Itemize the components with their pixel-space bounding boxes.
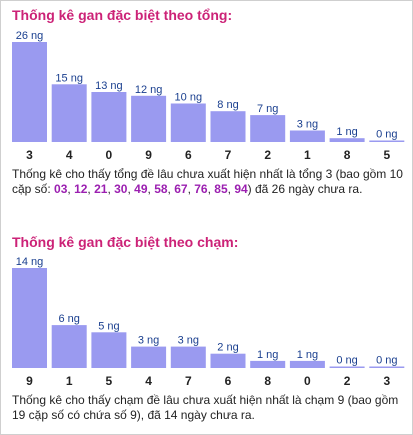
- highlight-number: 03: [54, 182, 68, 196]
- bar-value-label: 26 ng: [16, 30, 44, 42]
- bar-value-label: 5 ng: [98, 320, 119, 332]
- chart-title-tong: Thống kê gan đặc biệt theo tổng:: [12, 7, 233, 23]
- bar: [170, 103, 206, 142]
- bar-value-label: 8 ng: [217, 99, 238, 111]
- bar: [12, 268, 47, 368]
- bar-chart-cham: 14 ng 9 6 ng 1 5 ng 5 3 ng 4 3 ng 7 2 ng 6 1 ng 8 1 ng…: [12, 256, 405, 387]
- bar-value-label: 12 ng: [135, 84, 163, 96]
- bar: [91, 332, 127, 368]
- x-tick-label: 9: [26, 374, 33, 387]
- bar-value-label: 3 ng: [178, 335, 199, 347]
- bar-value-label: 0 ng: [336, 355, 357, 367]
- bar: [289, 360, 325, 368]
- description-text: Thống kê cho thấy chạm đề lâu chưa xuất …: [12, 393, 399, 422]
- highlight-number: 94: [234, 182, 248, 196]
- x-tick-label: 1: [66, 374, 73, 387]
- x-tick-label: 0: [106, 148, 113, 161]
- bar: [369, 140, 405, 142]
- description-cham: Thống kê cho thấy chạm đề lâu chưa xuất …: [12, 393, 404, 423]
- bar-value-label: 14 ng: [16, 256, 44, 268]
- bar: [91, 92, 127, 142]
- bar: [51, 84, 87, 142]
- bar: [170, 346, 206, 368]
- bar-value-label: 1 ng: [257, 349, 278, 361]
- x-tick-label: 6: [225, 374, 232, 387]
- x-tick-label: 5: [106, 374, 113, 387]
- highlight-number: 12: [74, 182, 88, 196]
- x-tick-label: 1: [304, 148, 311, 161]
- bar-value-label: 10 ng: [175, 92, 203, 104]
- bar-value-label: 6 ng: [58, 313, 79, 325]
- bar-value-label: 13 ng: [95, 80, 123, 92]
- chart-title-cham: Thống kê gan đặc biệt theo chạm:: [12, 234, 239, 250]
- description-suffix: ) đã 26 ngày chưa ra.: [247, 182, 363, 196]
- x-tick-label: 8: [264, 374, 271, 387]
- bar-value-label: 3 ng: [297, 119, 318, 131]
- bar-value-label: 1 ng: [297, 349, 318, 361]
- x-tick-label: 8: [344, 148, 351, 161]
- bar: [131, 95, 167, 142]
- bar: [250, 115, 286, 142]
- bar-value-label: 1 ng: [336, 126, 357, 138]
- x-tick-label: 6: [185, 148, 192, 161]
- bar: [289, 130, 325, 142]
- x-tick-label: 4: [145, 374, 152, 387]
- x-tick-label: 0: [304, 374, 311, 387]
- highlight-number: 49: [134, 182, 148, 196]
- bar-value-label: 0 ng: [376, 355, 397, 367]
- bar-value-label: 7 ng: [257, 103, 278, 115]
- bar: [12, 42, 47, 142]
- x-tick-label: 3: [383, 374, 390, 387]
- bar: [131, 346, 167, 368]
- highlight-number: 67: [174, 182, 188, 196]
- x-tick-label: 9: [145, 148, 152, 161]
- highlight-number: 76: [194, 182, 208, 196]
- x-tick-label: 7: [185, 374, 192, 387]
- bar: [369, 366, 405, 368]
- bar: [329, 366, 365, 368]
- bar: [329, 138, 365, 142]
- highlight-number: 85: [214, 182, 228, 196]
- highlight-number: 21: [94, 182, 108, 196]
- x-tick-label: 2: [264, 148, 271, 161]
- highlight-number: 30: [114, 182, 128, 196]
- highlight-number: 58: [154, 182, 168, 196]
- bar-value-label: 3 ng: [138, 335, 159, 347]
- bar: [210, 111, 246, 142]
- x-tick-label: 5: [383, 148, 390, 161]
- bar: [210, 353, 246, 368]
- x-tick-label: 7: [225, 148, 232, 161]
- bar-value-label: 15 ng: [55, 72, 83, 84]
- x-tick-label: 4: [66, 148, 73, 161]
- bar: [250, 360, 286, 368]
- description-tong: Thống kê cho thấy tổng đề lâu chưa xuất …: [12, 167, 404, 197]
- bar-value-label: 2 ng: [217, 342, 238, 354]
- bar-value-label: 0 ng: [376, 129, 397, 141]
- highlight-numbers: 03, 12, 21, 30, 49, 58, 67, 76, 85, 94: [54, 182, 248, 196]
- bar: [51, 325, 87, 368]
- description-prefix: Thống kê cho thấy tổng đề lâu chưa xuất …: [12, 167, 403, 196]
- x-tick-label: 3: [26, 148, 33, 161]
- x-tick-label: 2: [344, 374, 351, 387]
